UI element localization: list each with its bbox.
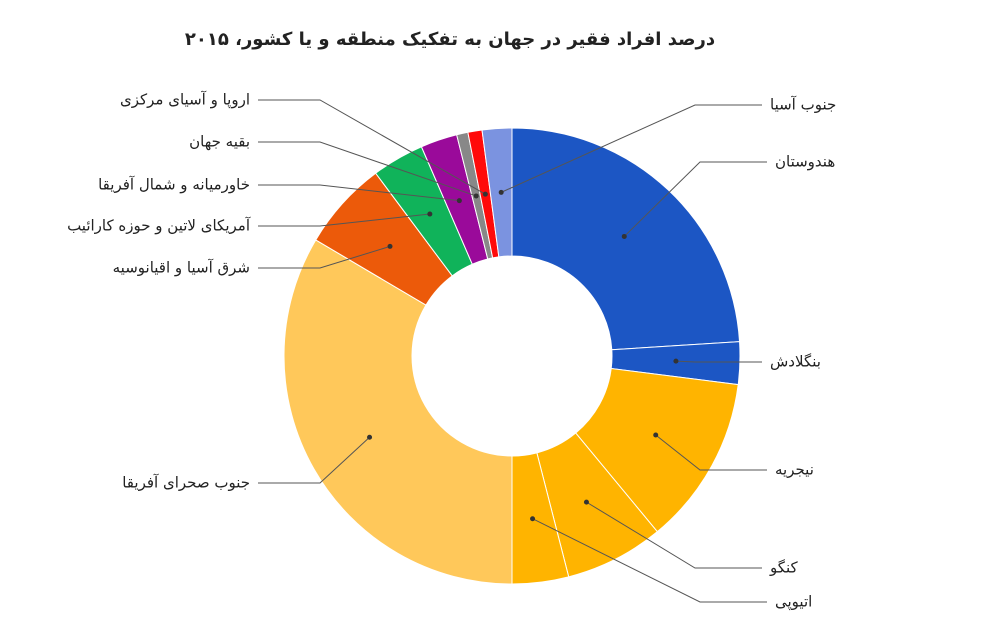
leader-dot <box>583 499 589 505</box>
leader-dot <box>653 432 659 438</box>
slice-label: کنگو <box>769 559 799 577</box>
leader-line <box>586 501 762 569</box>
leader-line <box>623 161 767 237</box>
leader-line <box>655 434 767 471</box>
leader-line <box>532 518 767 603</box>
slice-label: نیجریه <box>775 461 814 479</box>
leader-dot <box>456 198 462 204</box>
leader-line <box>258 436 370 484</box>
leader-dot <box>367 434 373 440</box>
leader-dot <box>621 233 627 239</box>
leader-line <box>258 141 477 197</box>
leader-line <box>258 245 391 269</box>
leader-line <box>500 104 762 193</box>
slice-label: بقیه جهان <box>189 133 250 151</box>
leader-dot <box>387 243 393 249</box>
slice-label: شرق آسیا و اقیانوسیه <box>113 259 250 277</box>
slice-label: بنگلادش <box>770 353 821 371</box>
slice-label: اتیوپی <box>775 593 812 612</box>
donut-slice <box>481 127 513 258</box>
leader-dot <box>427 211 433 217</box>
slice-label: اروپا و آسیای مرکزی <box>120 91 250 110</box>
slice-label: جنوب صحرای آفریقا <box>122 474 250 492</box>
leader-line <box>675 360 762 363</box>
donut-slice <box>283 239 513 585</box>
leader-dot <box>473 193 479 199</box>
slice-label: خاورمیانه و شمال آفریقا <box>98 176 250 194</box>
leader-dot <box>530 516 536 522</box>
leader-line <box>258 184 460 202</box>
slice-label: هندوستان <box>775 153 835 171</box>
slice-label: آمریکای لاتین و حوزه کارائیب <box>67 217 251 235</box>
leader-dot <box>482 191 488 197</box>
leader-line <box>258 99 486 195</box>
leader-line <box>258 213 430 227</box>
donut-slice <box>511 127 741 351</box>
leader-dot <box>498 189 504 195</box>
slice-label: جنوب آسیا <box>770 96 836 114</box>
chart-title: درصد افراد فقیر در جهان به تفکیک منطقه و… <box>185 29 715 50</box>
leader-dot <box>673 358 679 364</box>
